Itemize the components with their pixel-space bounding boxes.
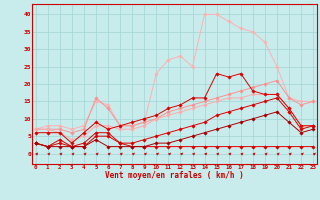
X-axis label: Vent moyen/en rafales ( km/h ): Vent moyen/en rafales ( km/h ) (105, 171, 244, 180)
